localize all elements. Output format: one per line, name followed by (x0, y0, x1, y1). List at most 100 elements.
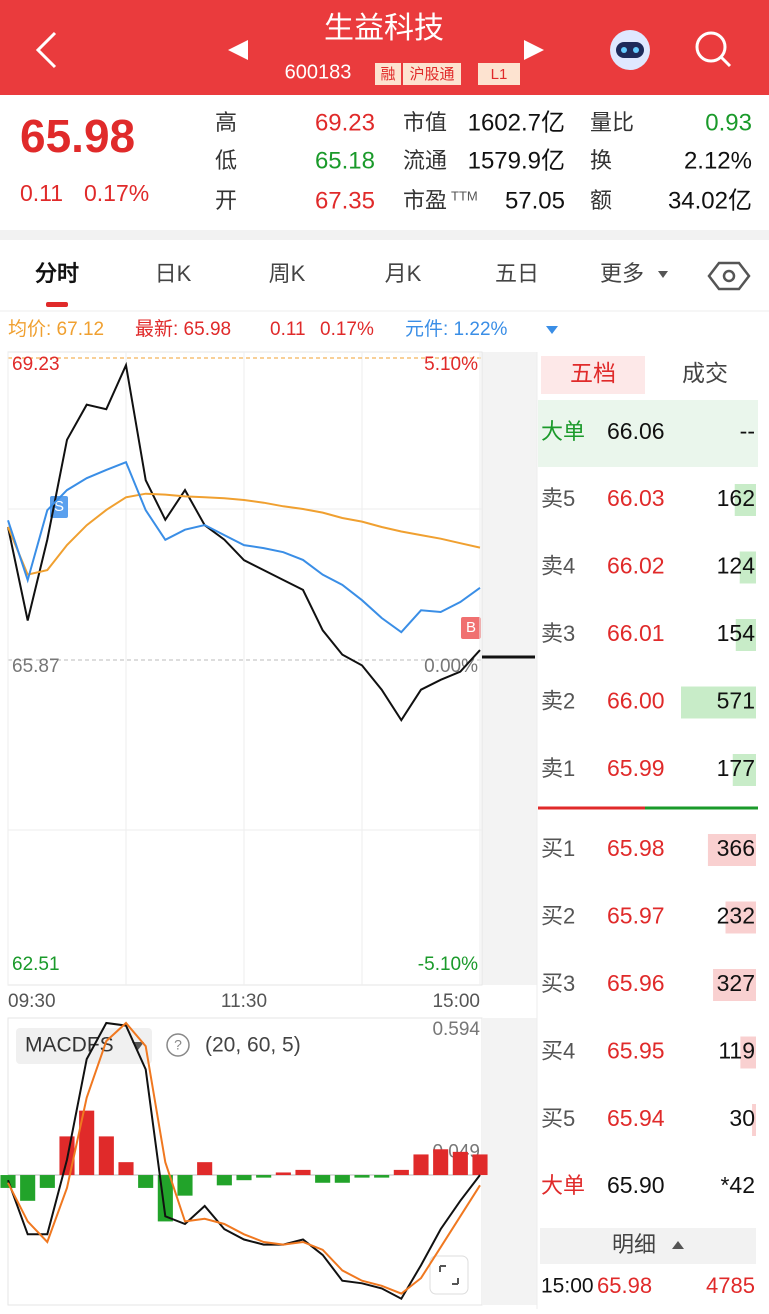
macd-bar (354, 1175, 370, 1178)
book-label: 卖1 (541, 756, 575, 781)
stat-label: 开 (215, 188, 237, 213)
after-hours-area (482, 352, 537, 985)
indicator-params: (20, 60, 5) (205, 1034, 301, 1057)
stat-value: 1602.7亿 (468, 109, 565, 136)
book-price: 66.03 (607, 485, 665, 511)
macd-bar (315, 1175, 331, 1183)
indicator-selector[interactable] (16, 1028, 152, 1064)
tab[interactable]: 日K (155, 261, 192, 286)
detail-label[interactable]: 明细 (612, 1232, 656, 1257)
book-label: 卖4 (541, 553, 575, 578)
price-chart-frame (7, 351, 483, 986)
book-volume: 571 (717, 688, 755, 714)
macd-bar (216, 1175, 232, 1186)
stat-label: 市值 (403, 110, 447, 135)
macd-bar (374, 1175, 390, 1178)
macd-bar (79, 1110, 95, 1176)
detail-bar[interactable] (540, 1228, 756, 1264)
book-label: 买2 (541, 903, 575, 928)
indicator-name: MACDFS (25, 1034, 114, 1057)
macd-bar (236, 1175, 252, 1181)
book-price: 65.99 (607, 755, 665, 781)
volume-bar (681, 686, 756, 719)
stat-value: 0.93 (705, 109, 752, 136)
tag: L1 (491, 66, 508, 83)
tag-box (478, 63, 520, 85)
tag-box (403, 63, 461, 85)
settings-icon[interactable] (707, 261, 751, 291)
volume-bar (752, 1104, 756, 1136)
tab[interactable]: 周K (269, 261, 306, 286)
y2-tick-label: -5.10% (418, 954, 478, 975)
help-icon[interactable] (166, 1033, 190, 1057)
macd-bar (177, 1175, 193, 1196)
book-label: 卖5 (541, 486, 575, 511)
book-volume: 366 (717, 835, 755, 861)
back-button[interactable] (35, 31, 57, 69)
expand-button[interactable] (429, 1255, 469, 1295)
tab[interactable]: 更多 (600, 261, 644, 286)
sector-change: 元件: 1.22% (405, 318, 508, 340)
tab[interactable]: 分时 (35, 261, 79, 286)
stat-label: 额 (590, 188, 612, 213)
trade-volume: 4785 (706, 1273, 755, 1298)
book-price: 65.90 (607, 1172, 665, 1198)
book-label: 大单 (541, 419, 585, 444)
series-line (7, 1021, 481, 1301)
more-caret (658, 271, 668, 278)
tag-box (375, 63, 401, 85)
macd-bar (472, 1154, 488, 1176)
macd-bar (197, 1162, 213, 1176)
macd-bar (452, 1151, 468, 1176)
volume-bar (713, 969, 756, 1001)
series-line (7, 361, 481, 723)
volume-bar (734, 484, 756, 516)
book-price: 65.95 (607, 1038, 665, 1064)
book-volume: 177 (717, 755, 755, 781)
book-label: 卖3 (541, 621, 575, 646)
tab[interactable]: 五日 (495, 261, 539, 286)
book-price: 65.96 (607, 970, 665, 996)
stat-value: 65.18 (315, 147, 375, 174)
volume-bar (740, 1036, 756, 1069)
book-label: 买5 (541, 1106, 575, 1131)
stat-value: 34.02亿 (668, 187, 752, 214)
book-tab[interactable]: 五档 (570, 360, 616, 386)
stat-value: 69.23 (315, 109, 375, 136)
macd-bar (98, 1136, 114, 1176)
book-volume: 30 (729, 1105, 755, 1131)
active-tab-indicator (46, 302, 68, 307)
tag: 沪股通 (409, 66, 454, 83)
book-volume: -- (740, 418, 755, 444)
next-stock[interactable] (524, 40, 544, 60)
after-hours-area (482, 1018, 537, 1305)
stock-code: 600183 (285, 61, 352, 83)
volume-bar (735, 619, 756, 651)
prev-stock[interactable] (228, 40, 248, 60)
trade-price: 65.98 (597, 1273, 652, 1298)
latest-change: 0.11 (270, 319, 306, 340)
robot-icon[interactable] (610, 30, 650, 70)
y-tick-label: 69.23 (12, 354, 60, 375)
macd-bar (433, 1149, 449, 1176)
stat-label-sup: TTM (451, 188, 478, 203)
stat-label: 流通 (403, 148, 447, 173)
buy-marker (461, 617, 481, 639)
latest-price: 最新: 65.98 (135, 318, 231, 340)
stat-value: 2.12% (684, 147, 752, 174)
book-label: 大单 (541, 1173, 585, 1198)
x-tick-label: 11:30 (221, 991, 267, 1012)
price-change-pct: 0.17% (84, 180, 149, 206)
book-price: 65.97 (607, 903, 665, 929)
book-price: 66.00 (607, 688, 665, 714)
book-price: 65.94 (607, 1105, 665, 1131)
book-price: 65.98 (607, 835, 665, 861)
macd-bar (295, 1169, 311, 1176)
book-tab[interactable]: 成交 (682, 360, 728, 386)
tab[interactable]: 月K (385, 261, 422, 286)
search-icon[interactable] (695, 31, 732, 68)
sector-dropdown[interactable] (546, 326, 558, 334)
book-price: 66.01 (607, 620, 665, 646)
